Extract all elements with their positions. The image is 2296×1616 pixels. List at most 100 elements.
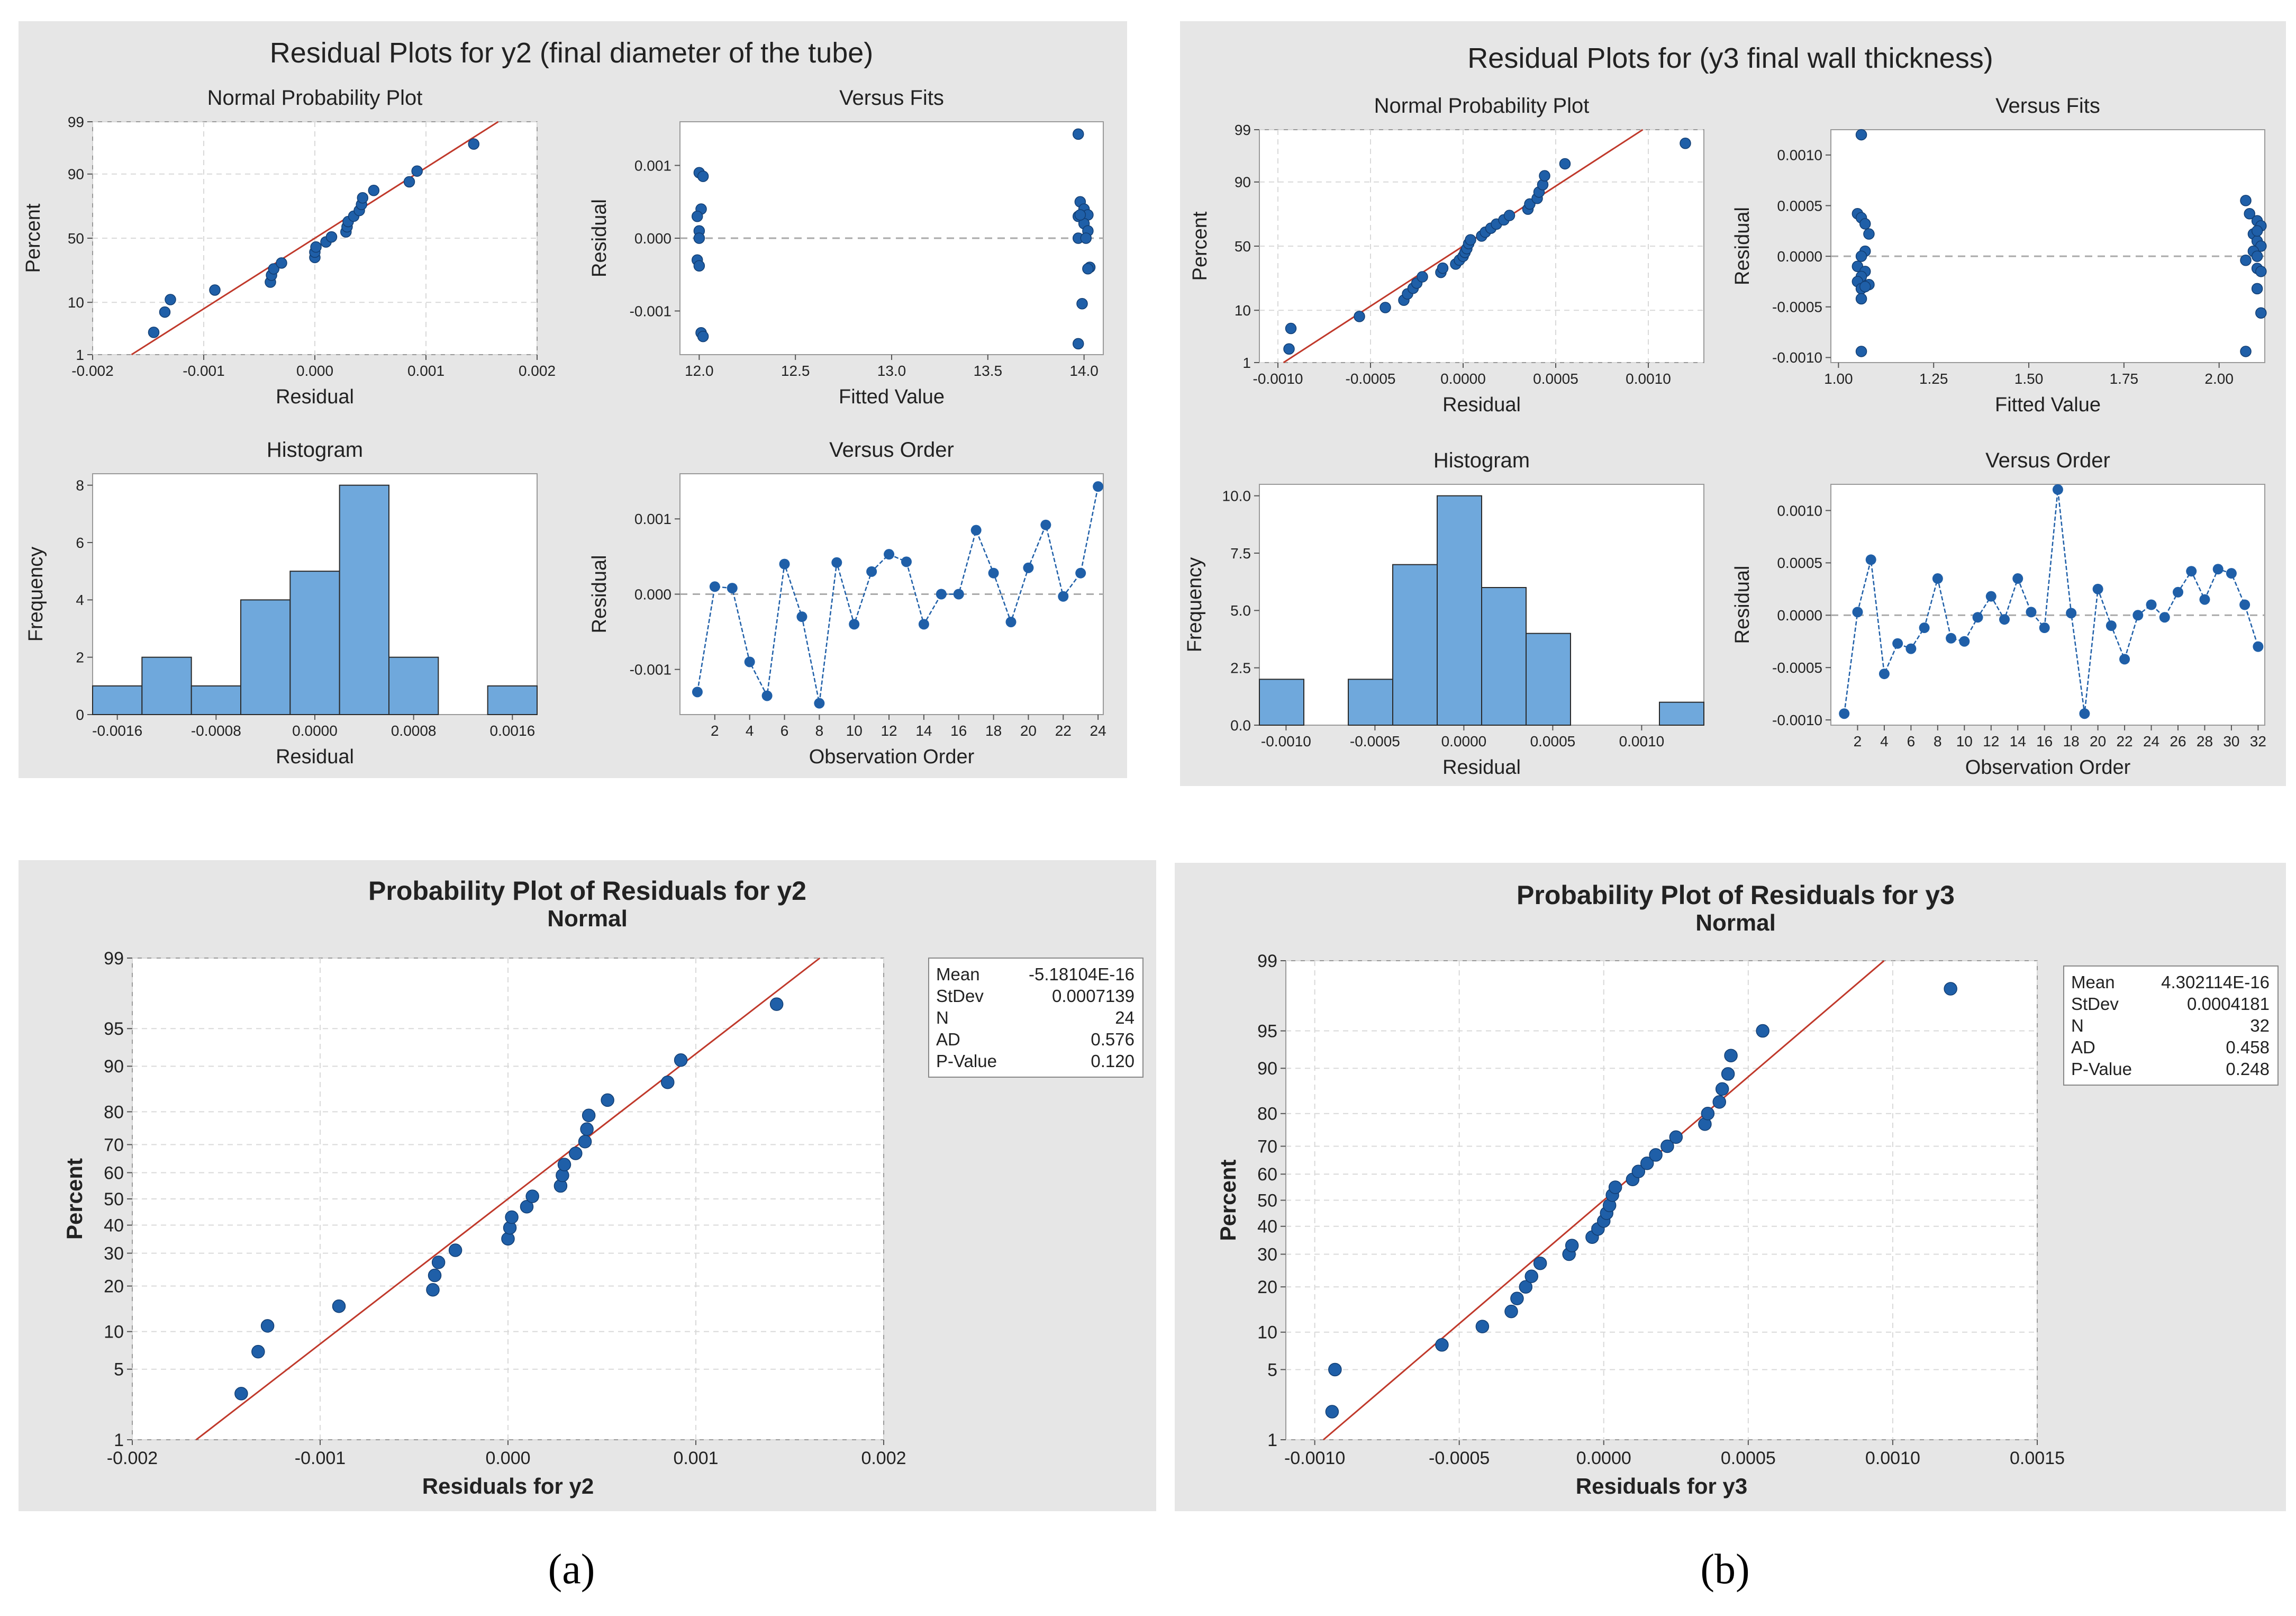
b_hist-chart: Histogram -0.0010 -0.0005 0.0000 0.0005 0.001… (1184, 449, 1704, 779)
stats-box-b-frame (2063, 965, 2279, 1086)
a_hist-x-tick-label: -0.0016 (92, 723, 142, 739)
b_prob-y-tick-label: 90 (1257, 1059, 1277, 1079)
a_npp-point (468, 138, 480, 150)
a_order-x-tick-label: 24 (1090, 723, 1106, 739)
b_npp-x-tick-label: -0.0010 (1253, 371, 1303, 387)
a_fits-chart: Versus Fits 12.0 12.5 13.0 13.5 14.0 -0.001 0.0… (588, 86, 1104, 408)
b_prob-point (1475, 1320, 1490, 1333)
a_prob-point (569, 1146, 583, 1160)
b_npp-x-tick-label: 0.0000 (1440, 371, 1486, 387)
a_prob-xlabel: Residuals for y2 (422, 1474, 594, 1498)
stats-box-a-label: StDev (936, 986, 984, 1006)
a_fits-title: Versus Fits (839, 86, 944, 110)
b_fits-point (1859, 281, 1871, 293)
b_order-point (2146, 599, 2157, 610)
a_prob-y-tick-label: 99 (104, 949, 124, 969)
a_order-point (918, 619, 929, 630)
b_order-x-tick-label: 2 (1854, 733, 1862, 750)
b_order-x-tick-label: 18 (2063, 733, 2080, 750)
a_prob-y-tick-label: 60 (104, 1163, 124, 1183)
b_prob-y-tick-label: 95 (1257, 1021, 1277, 1041)
b_order-point (1999, 614, 2010, 625)
a_hist-y-tick-label: 2 (76, 649, 84, 665)
a_order-point (1093, 481, 1104, 492)
b_order-point (1919, 622, 1930, 634)
a_prob-point (448, 1243, 462, 1257)
b_prob-y-tick-label: 80 (1257, 1104, 1277, 1124)
a_fits-y-tick-label: -0.001 (630, 303, 671, 319)
b_order-x-tick-label: 8 (1934, 733, 1942, 750)
a_fits-point (697, 170, 709, 182)
b_npp-y-tick-label: 90 (1235, 174, 1251, 191)
b_npp-point (1283, 343, 1295, 355)
b_hist-y-tick-label: 5.0 (1230, 602, 1251, 619)
b_prob-point (1724, 1049, 1738, 1062)
b_prob-point (1325, 1405, 1339, 1419)
a_prob-y-tick-label: 1 (114, 1430, 124, 1450)
a_hist-bar (240, 599, 291, 716)
a_npp-point (403, 176, 415, 188)
stats-box-b-value: 4.302114E-16 (2161, 972, 2270, 992)
a_order-point (727, 583, 738, 594)
a_prob-point (260, 1319, 275, 1333)
b_order-point (1852, 607, 1863, 618)
a_order-x-tick-label: 8 (815, 723, 824, 739)
b_prob-x-tick-label: -0.0005 (1429, 1448, 1490, 1468)
a_fits-ylabel: Residual (588, 199, 611, 277)
a_npp-xlabel: Residual (276, 386, 354, 408)
stats-box-a-frame (928, 958, 1144, 1078)
b_fits-x-tick-label: 1.75 (2110, 371, 2139, 387)
b_order-y-tick-label: -0.0010 (1772, 712, 1822, 728)
b_npp-point (1465, 234, 1476, 246)
b_prob-point (1504, 1304, 1518, 1319)
a_prob-fit-line (195, 957, 821, 1441)
a_fits-xlabel: Fitted Value (839, 386, 945, 408)
a_prob-point (431, 1256, 446, 1269)
a_npp-point (411, 165, 423, 177)
residual-title-a: Residual Plots for y2 (final diameter of… (270, 37, 874, 69)
b_prob-x-tick-label: 0.0005 (1721, 1448, 1776, 1468)
a_npp-y-tick-label: 1 (76, 347, 84, 363)
a_order-point (831, 557, 842, 568)
a_order-x-tick-label: 22 (1055, 723, 1072, 739)
b_order-x-tick-label: 22 (2116, 733, 2132, 750)
b_fits-point (2240, 195, 2252, 206)
a_order-point (988, 567, 999, 579)
a_order-point (709, 581, 720, 592)
b_npp-point (1503, 210, 1515, 221)
a_prob-point (580, 1122, 594, 1136)
b_order-point (1865, 554, 1876, 565)
b_order-point (2039, 622, 2050, 634)
a_prob-x-tick-label: 0.001 (673, 1448, 718, 1468)
b_hist-bar (1481, 587, 1527, 726)
a_order-x-tick-label: 2 (711, 723, 719, 739)
b_npp-title: Normal Probability Plot (1374, 94, 1590, 118)
b_order-point (2066, 608, 2077, 619)
b_npp-x-tick-label: 0.0010 (1626, 371, 1671, 387)
stats-box-b-label: P-Value (2071, 1059, 2132, 1079)
stats-box-b-label: StDev (2071, 994, 2119, 1014)
a_order-x-tick-label: 10 (846, 723, 863, 739)
a_npp-point (357, 192, 369, 204)
b_fits-title: Versus Fits (1995, 94, 2100, 118)
a_hist-bar (141, 656, 192, 715)
a_npp-y-tick-label: 50 (68, 230, 84, 247)
a_hist-bar (388, 656, 439, 715)
stats-box-a-label: Mean (936, 964, 980, 984)
stats-box-a-label: P-Value (936, 1051, 997, 1071)
a_prob-point (601, 1093, 614, 1107)
b_order-point (1839, 708, 1850, 719)
b_fits-ylabel: Residual (1731, 207, 1754, 285)
probability-subtitle-a: Normal (547, 906, 628, 932)
a_npp-point (310, 241, 322, 253)
a_order-point (814, 698, 825, 709)
a_fits-y-tick-label: 0.001 (634, 157, 671, 174)
a_hist-ylabel: Frequency (25, 547, 47, 642)
b_hist-x-tick-label: -0.0010 (1261, 733, 1311, 750)
a_hist-y-tick-label: 6 (76, 535, 84, 551)
a_npp-point (268, 263, 280, 275)
a_order-y-tick-label: 0.001 (634, 511, 671, 527)
a_npp-chart: Normal Probability Plot -0.002 -0.001 0.000… (22, 86, 556, 408)
a_prob-point (251, 1344, 265, 1359)
